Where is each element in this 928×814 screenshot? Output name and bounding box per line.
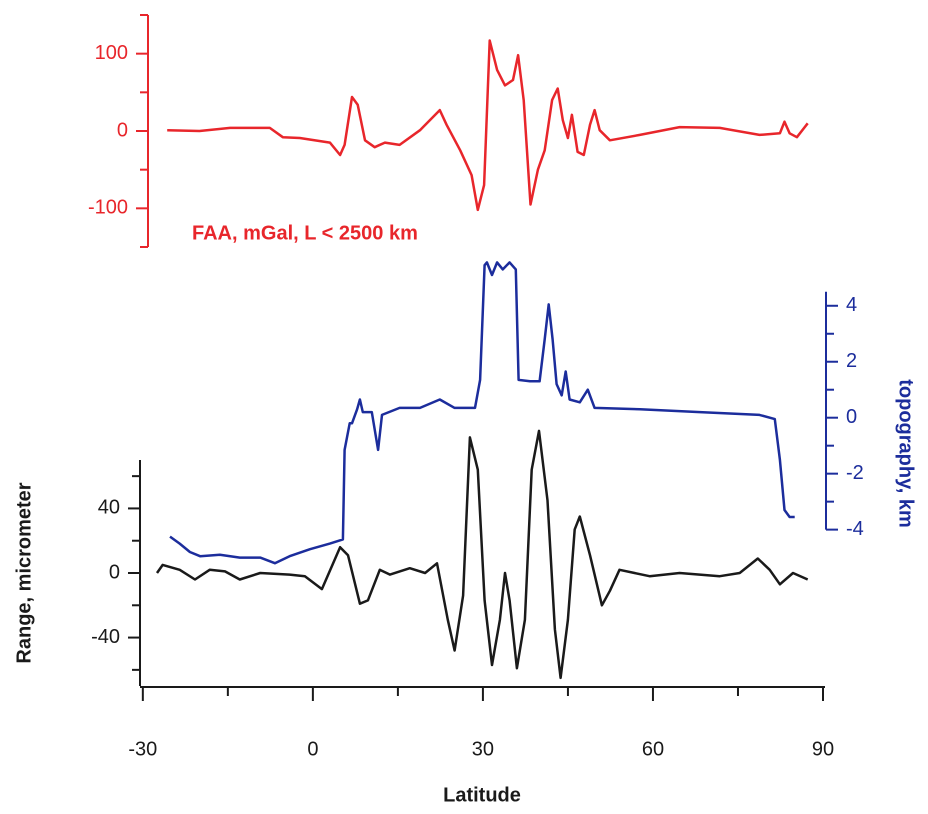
y-tick-label: 100 [95,42,128,64]
y-tick-label: -4 [846,518,864,540]
x-axis-label: Latitude [443,784,521,806]
data-line [155,429,809,680]
y-tick-label: 4 [846,294,857,316]
y-axis-label: Range, micrometer [13,482,35,663]
x-tick-label: 90 [812,738,834,760]
data-line [169,261,795,565]
y-tick-label: -40 [91,626,120,648]
y-tick-label: 0 [117,119,128,141]
y-tick-label: 2 [846,350,857,372]
y-tick-label: 0 [846,406,857,428]
y-tick-label: -100 [88,197,128,219]
annotation: FAA, mGal, L < 2500 km [192,222,418,244]
y-axis-label: topography, km [895,379,917,528]
x-tick-label: -30 [128,738,157,760]
x-tick-label: 30 [472,738,494,760]
x-tick-label: 60 [642,738,664,760]
y-tick-label: 0 [109,561,120,583]
x-tick-label: 0 [307,738,318,760]
data-line [167,39,809,212]
y-tick-label: 40 [98,497,120,519]
y-tick-label: -2 [846,462,864,484]
